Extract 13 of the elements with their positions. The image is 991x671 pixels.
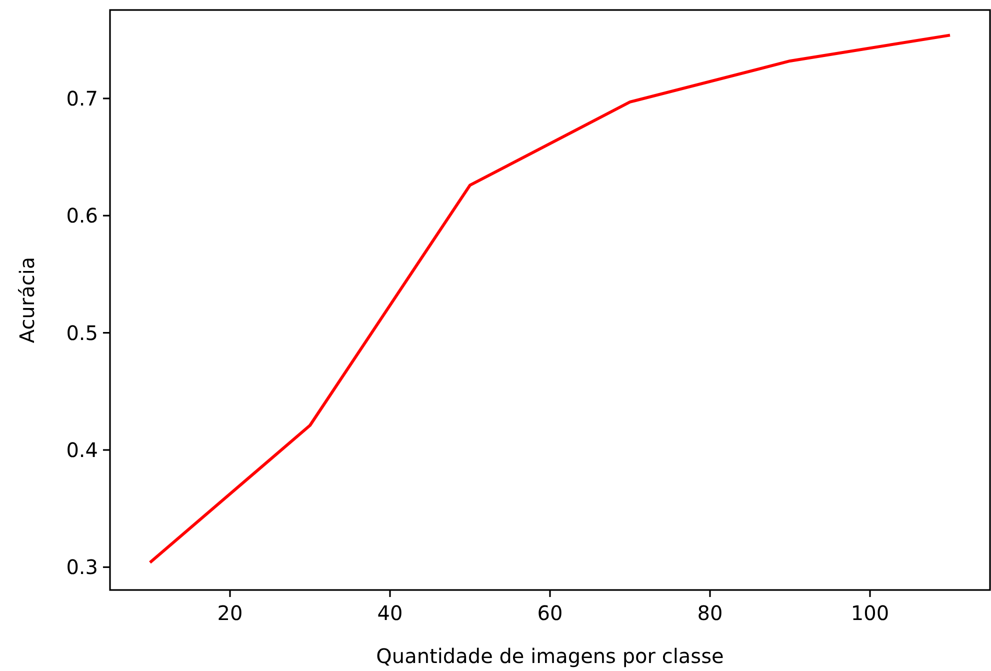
x-tick-label: 80 — [697, 601, 723, 625]
x-tick-label: 40 — [377, 601, 403, 625]
x-tick-label: 60 — [537, 601, 563, 625]
y-tick-label: 0.6 — [66, 204, 98, 228]
line-series — [148, 34, 952, 564]
x-tick-label: 20 — [217, 601, 243, 625]
y-axis-title: Acurácia — [15, 256, 39, 344]
y-tick-label: 0.7 — [66, 86, 98, 110]
x-axis-title: Quantidade de imagens por classe — [376, 644, 724, 668]
y-tick-label: 0.5 — [66, 320, 98, 345]
y-tick-label: 0.4 — [66, 438, 98, 462]
y-tick-label: 0.3 — [66, 555, 98, 580]
x-tick-label: 100 — [850, 601, 890, 625]
